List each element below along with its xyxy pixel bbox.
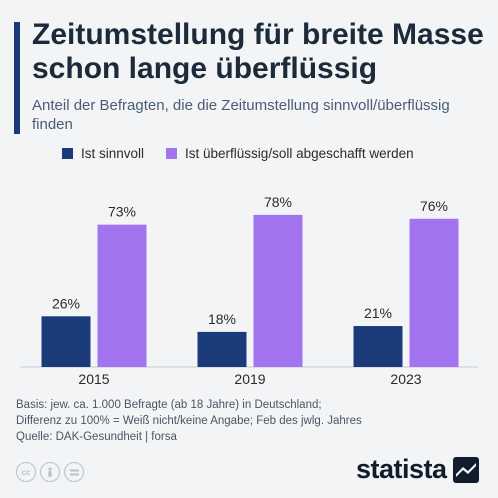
person-icon [40,462,60,482]
legend: Ist sinnvoll Ist überflüssig/soll abgesc… [62,146,436,161]
x-tick-label-2015: 2015 [78,371,109,387]
statista-mark-icon [452,456,479,483]
bar-2023-sinnvoll [353,326,403,367]
x-tick-label-2023: 2023 [390,371,421,387]
bar-2019-sinnvoll [197,331,247,367]
cc-icon: cc [16,462,36,482]
legend-item-sinnvoll: Ist sinnvoll [62,146,144,161]
data-label-2023-sinnvoll: 21% [364,305,392,321]
license-icons[interactable]: cc [16,462,88,482]
legend-label-sinnvoll: Ist sinnvoll [81,146,145,161]
data-label-2015-sinnvoll: 26% [52,295,80,311]
bar-2015-ueberfluessig [97,224,147,367]
chart-subtitle: Anteil der Befragten, die die Zeitumstel… [32,97,450,133]
legend-swatch-ueberfluessig [166,148,178,159]
bar-2019-ueberfluessig [253,214,303,367]
statista-wordmark: statista [356,454,447,484]
title-accent-bar [14,22,20,134]
legend-item-ueberfluessig: Ist überflüssig/soll abgeschafft werden [166,146,414,161]
equals-icon [64,462,84,482]
data-label-2015-ueberfluessig: 73% [108,204,136,220]
basis-note: Basis: jew. ca. 1.000 Befragte (ab 18 Ja… [16,399,322,411]
chart-title: Zeitumstellung für breite Masse schon la… [32,18,484,85]
bar-2015-sinnvoll [41,316,91,367]
difference-note: Differenz zu 100% = Weiß nicht/keine Ang… [16,415,362,427]
source-notes: Basis: jew. ca. 1.000 Befragte (ab 18 Ja… [16,397,486,445]
legend-label-ueberfluessig: Ist überflüssig/soll abgeschafft werden [185,146,414,161]
source-note: Quelle: DAK-Gesundheit | forsa [16,431,177,443]
data-label-2019-sinnvoll: 18% [208,311,236,327]
bar-2023-ueberfluessig [409,218,459,367]
legend-swatch-sinnvoll [62,148,73,159]
data-label-2019-ueberfluessig: 78% [264,194,292,210]
x-tick-label-2019: 2019 [234,371,265,387]
statista-logo[interactable]: statista [356,454,479,485]
data-label-2023-ueberfluessig: 76% [420,198,448,214]
